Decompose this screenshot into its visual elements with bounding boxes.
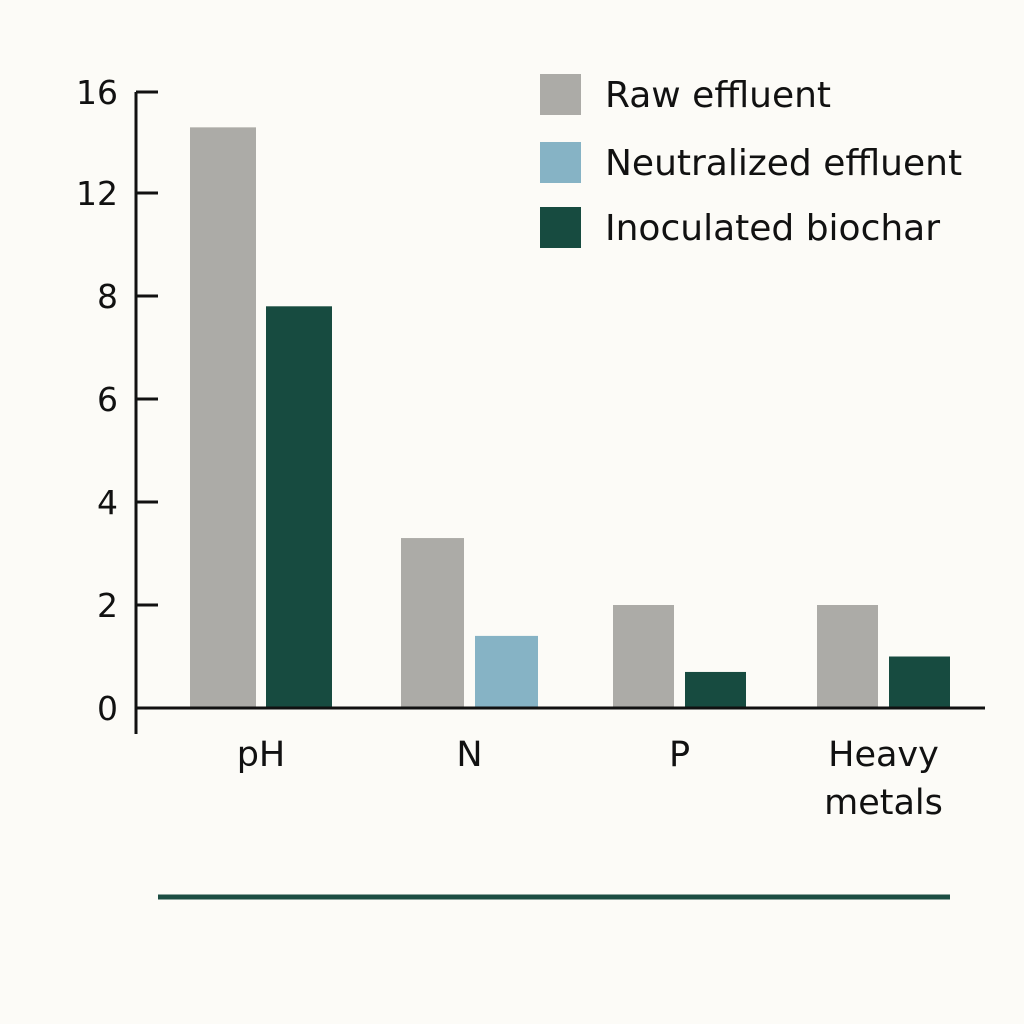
bar-inoculated-biochar-2 bbox=[685, 671, 746, 708]
bar-neutralized-effluent-1 bbox=[475, 635, 538, 708]
x-category-label-line: metals bbox=[824, 783, 943, 823]
legend-label: Raw effluent bbox=[605, 75, 831, 116]
bar-raw-effluent-3 bbox=[817, 605, 878, 708]
y-tick-label: 4 bbox=[97, 483, 118, 522]
legend-label: Neutralized effluent bbox=[605, 143, 962, 184]
bars-group bbox=[190, 127, 950, 709]
bar-inoculated-biochar-0 bbox=[266, 306, 332, 708]
bar-raw-effluent-1 bbox=[401, 538, 464, 708]
legend-swatch bbox=[540, 74, 581, 115]
bar-raw-effluent-2 bbox=[613, 605, 674, 708]
legend-swatch bbox=[540, 142, 581, 183]
x-category-label-line: pH bbox=[237, 735, 286, 775]
legend-label: Inoculated biochar bbox=[605, 208, 940, 249]
x-category-label-line: P bbox=[669, 735, 690, 775]
y-tick-label: 16 bbox=[76, 73, 118, 112]
x-category-label-line: Heavy bbox=[828, 735, 939, 775]
bar-inoculated-biochar-3 bbox=[889, 656, 950, 708]
bar-raw-effluent-0 bbox=[190, 127, 256, 709]
x-category-label-line: N bbox=[456, 735, 482, 775]
x-category-label: N bbox=[456, 735, 482, 775]
legend: Raw effluent Neutralized effluent Inoculat… bbox=[540, 74, 962, 249]
x-category-label: Heavy metals bbox=[824, 735, 943, 823]
x-category-label: P bbox=[669, 735, 690, 775]
y-tick-label: 12 bbox=[76, 174, 118, 213]
y-tick-label: 2 bbox=[97, 586, 118, 625]
legend-swatch bbox=[540, 207, 581, 248]
axes-group: 0 2 4 6 8 12 16 pH N P Heavy metals bbox=[76, 73, 985, 823]
y-tick-label: 6 bbox=[97, 380, 118, 419]
y-tick-label: 8 bbox=[97, 277, 118, 316]
y-tick-label: 0 bbox=[97, 689, 118, 728]
x-category-label: pH bbox=[237, 735, 286, 775]
